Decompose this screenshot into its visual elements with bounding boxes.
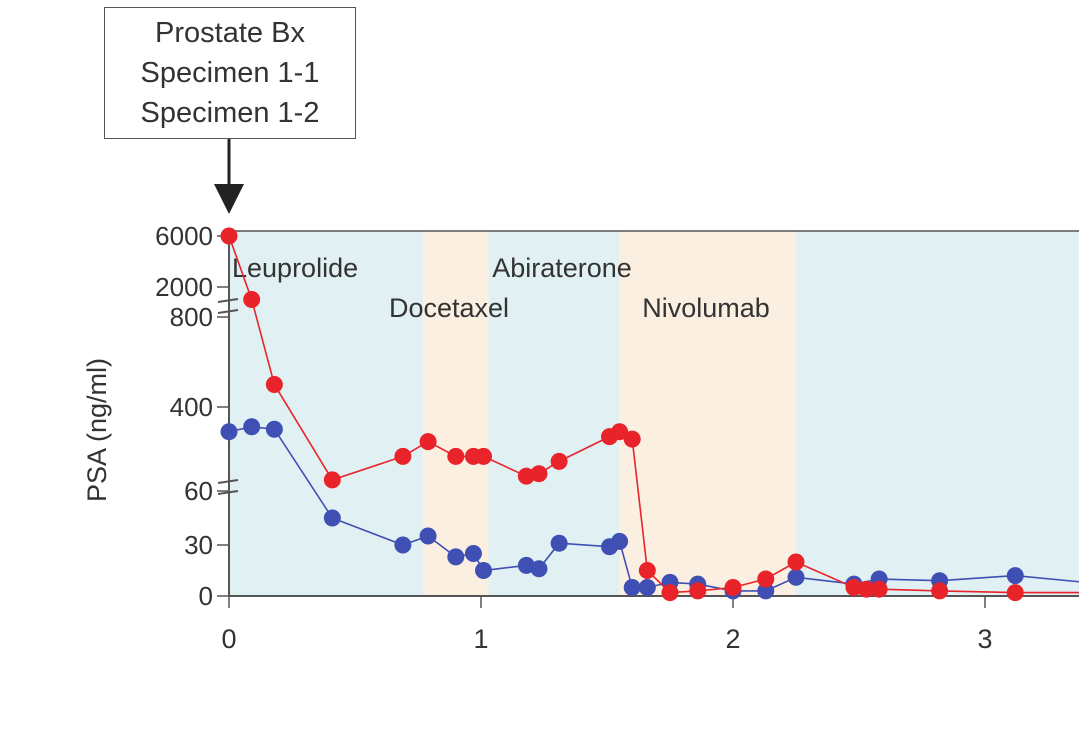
- y-tick-label: 2000: [155, 272, 213, 302]
- y-axis-label: PSA (ng/ml): [82, 358, 112, 502]
- data-point-red: [530, 465, 548, 483]
- data-point-blue: [611, 532, 629, 550]
- data-point-red: [931, 582, 949, 600]
- x-tick-label: 3: [977, 624, 992, 654]
- data-point-red: [323, 471, 341, 489]
- data-point-blue: [447, 548, 465, 566]
- data-point-red: [724, 579, 742, 596]
- data-point-blue: [1006, 567, 1024, 585]
- y-tick-label: 30: [184, 530, 213, 560]
- data-point-red: [638, 562, 656, 579]
- axis-break-mark: [217, 479, 239, 484]
- annotation-line-2: Specimen 1-1: [140, 57, 320, 89]
- data-point-blue: [220, 423, 238, 441]
- data-point-blue: [265, 420, 283, 438]
- data-point-red: [845, 579, 863, 596]
- treatment-label-leuprolide: Leuprolide: [232, 253, 358, 283]
- data-point-blue: [394, 536, 412, 554]
- data-point-red: [757, 570, 775, 588]
- data-point-red: [870, 580, 888, 598]
- y-tick-label: 60: [184, 476, 213, 506]
- data-point-red: [787, 553, 805, 571]
- data-point-blue: [623, 579, 641, 596]
- data-point-red: [419, 433, 437, 451]
- data-point-blue: [550, 534, 568, 552]
- data-point-blue: [323, 509, 341, 527]
- data-point-red: [265, 376, 283, 393]
- x-tick-label: 1: [473, 624, 488, 654]
- y-tick-label: 6000: [155, 221, 213, 251]
- data-point-red: [394, 447, 412, 465]
- axis-break-mark: [217, 309, 239, 314]
- biopsy-arrow-head: [214, 184, 244, 214]
- treatment-band-leuprolide: [229, 231, 424, 596]
- treatment-band-abiraterone: [488, 231, 620, 596]
- y-tick-label: 0: [199, 581, 213, 611]
- data-point-red: [661, 584, 679, 602]
- axis-break-mark: [217, 298, 239, 303]
- annotation-line-3: Specimen 1-2: [140, 97, 320, 129]
- data-point-red: [447, 447, 465, 465]
- data-point-red: [1006, 584, 1024, 602]
- data-point-blue: [464, 545, 482, 562]
- biopsy-annotation-box: Prostate Bx Specimen 1-1 Specimen 1-2: [104, 7, 356, 139]
- data-point-blue: [787, 568, 805, 586]
- data-point-blue: [475, 562, 493, 579]
- annotation-line-1: Prostate Bx: [155, 17, 305, 49]
- x-tick-label: 2: [725, 624, 740, 654]
- axis-break-mark: [217, 490, 239, 495]
- data-point-blue: [243, 418, 261, 436]
- data-point-red: [243, 291, 261, 308]
- treatment-label-docetaxel: Docetaxel: [389, 293, 509, 323]
- data-point-red: [475, 447, 493, 465]
- data-point-red: [550, 452, 568, 470]
- treatment-label-nivolumab: Nivolumab: [642, 293, 770, 323]
- treatment-label-abiraterone: Abiraterone: [492, 253, 632, 283]
- data-point-red: [858, 580, 876, 598]
- data-point-blue: [757, 582, 775, 600]
- treatment-band-nivolumab: [619, 231, 796, 596]
- y-tick-label: 400: [170, 392, 213, 422]
- data-point-blue: [638, 579, 656, 596]
- data-point-red: [517, 467, 535, 485]
- data-point-blue: [419, 527, 437, 545]
- data-point-red: [623, 430, 641, 448]
- data-point-blue: [530, 560, 548, 578]
- data-point-red: [611, 423, 629, 441]
- data-point-red: [689, 582, 707, 600]
- x-tick-label: 0: [221, 624, 236, 654]
- treatment-band-followup: [796, 231, 1079, 596]
- y-tick-label: 800: [170, 302, 213, 332]
- data-point-red: [220, 227, 238, 245]
